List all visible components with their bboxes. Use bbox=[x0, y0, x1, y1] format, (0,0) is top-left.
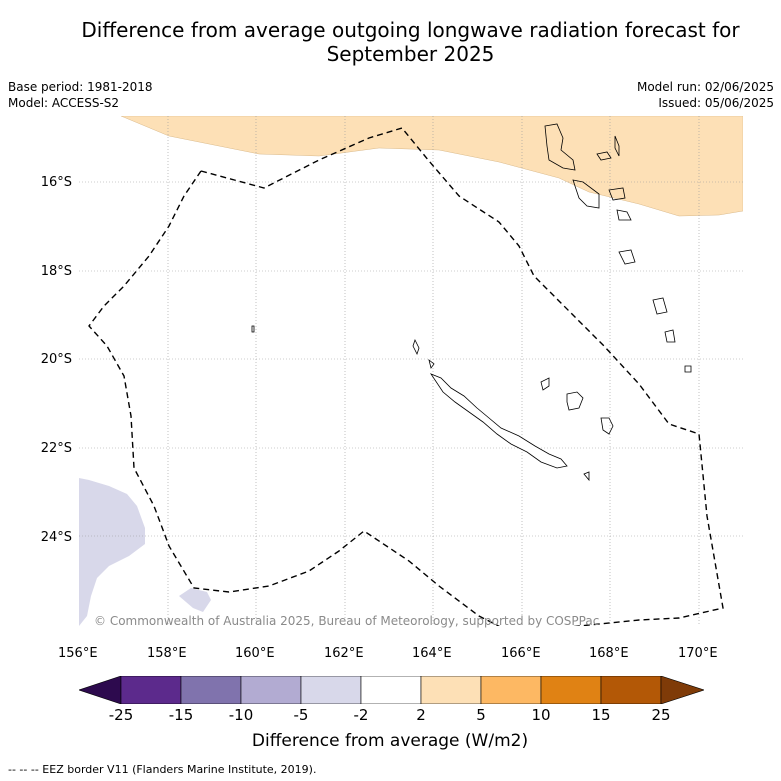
vanuatu-island-9 bbox=[664, 329, 676, 343]
colorbar-tick-2: 2 bbox=[416, 706, 426, 724]
issued-date: Issued: 05/06/2025 bbox=[658, 96, 774, 110]
base-period: Base period: 1981-2018 bbox=[8, 80, 153, 94]
colorbar-bin-6 bbox=[420, 675, 482, 705]
vanuatu-island-2 bbox=[596, 151, 612, 161]
new-caledonia-island bbox=[429, 373, 568, 469]
colorbar-tick-m15: -15 bbox=[168, 706, 194, 724]
copyright-notice: © Commonwealth of Australia 2025, Bureau… bbox=[94, 614, 600, 628]
map-panel[interactable] bbox=[79, 116, 743, 626]
meta-right: Model run: 02/06/2025 Issued: 05/06/2025 bbox=[637, 79, 774, 111]
colorbar-bin-2 bbox=[180, 675, 242, 705]
lon-label-158e: 158°E bbox=[147, 646, 187, 661]
lon-label-156e: 156°E bbox=[58, 646, 98, 661]
meta-left: Base period: 1981-2018 Model: ACCESS-S2 bbox=[8, 79, 153, 111]
colorbar-bin-4 bbox=[300, 675, 362, 705]
title-line-2: September 2025 bbox=[326, 42, 495, 66]
model-name: Model: ACCESS-S2 bbox=[8, 96, 120, 110]
colorbar-tick-25: 25 bbox=[651, 706, 671, 724]
colorbar-bin-3 bbox=[240, 675, 302, 705]
colorbar-tick-m10: -10 bbox=[228, 706, 254, 724]
colorbar-bin-7 bbox=[480, 675, 542, 705]
lon-label-168e: 168°E bbox=[589, 646, 629, 661]
colorbar-tick-m25: -25 bbox=[108, 706, 134, 724]
colorbar-bin-5 bbox=[360, 675, 422, 705]
colorbar-extend-low bbox=[78, 675, 122, 705]
positive-anomaly-area bbox=[120, 116, 743, 217]
colorbar bbox=[78, 675, 705, 705]
lat-label-22s: 22°S bbox=[40, 441, 72, 456]
loyalty-island-2 bbox=[566, 391, 584, 411]
colorbar-title: Difference from average (W/m2) bbox=[251, 731, 529, 751]
colorbar-extend-high bbox=[660, 675, 705, 705]
lon-label-166e: 166°E bbox=[501, 646, 541, 661]
lon-label-160e: 160°E bbox=[235, 646, 275, 661]
lat-label-20s: 20°S bbox=[40, 352, 72, 367]
colorbar-tick-15: 15 bbox=[591, 706, 611, 724]
lon-label-162e: 162°E bbox=[324, 646, 364, 661]
colorbar-tick-10: 10 bbox=[531, 706, 551, 724]
map-title: Difference from average outgoing longwav… bbox=[0, 18, 781, 66]
vanuatu-island-4 bbox=[572, 179, 600, 209]
colorbar-tick-m5: -5 bbox=[293, 706, 309, 724]
negative-anomaly-patch bbox=[179, 588, 211, 612]
eez-footnote: -- -- -- EEZ border V11 (Flanders Marine… bbox=[8, 763, 317, 776]
vanuatu-island-7 bbox=[618, 249, 636, 265]
eez-border bbox=[88, 127, 724, 626]
colorbar-bin-1 bbox=[120, 675, 182, 705]
title-line-1: Difference from average outgoing longwav… bbox=[81, 18, 740, 42]
vanuatu-island-1 bbox=[544, 123, 576, 171]
loyalty-island-3 bbox=[600, 417, 614, 435]
gridlines bbox=[79, 116, 743, 626]
lat-label-24s: 24°S bbox=[40, 530, 72, 545]
vanuatu-island-5 bbox=[608, 187, 626, 201]
vanuatu-island-3 bbox=[614, 135, 620, 157]
lat-label-18s: 18°S bbox=[40, 264, 72, 279]
colorbar-tick-m2: -2 bbox=[353, 706, 369, 724]
colorbar-tick-5: 5 bbox=[476, 706, 486, 724]
loyalty-island-1 bbox=[540, 377, 550, 391]
model-run: Model run: 02/06/2025 bbox=[636, 80, 774, 94]
lon-label-170e: 170°E bbox=[678, 646, 718, 661]
colorbar-bin-9 bbox=[600, 675, 662, 705]
vanuatu-island-6 bbox=[616, 209, 632, 221]
negative-anomaly-area bbox=[79, 478, 145, 626]
colorbar-bin-8 bbox=[540, 675, 602, 705]
lat-label-16s: 16°S bbox=[40, 175, 72, 190]
lon-label-164e: 164°E bbox=[412, 646, 452, 661]
vanuatu-island-8 bbox=[652, 297, 668, 315]
